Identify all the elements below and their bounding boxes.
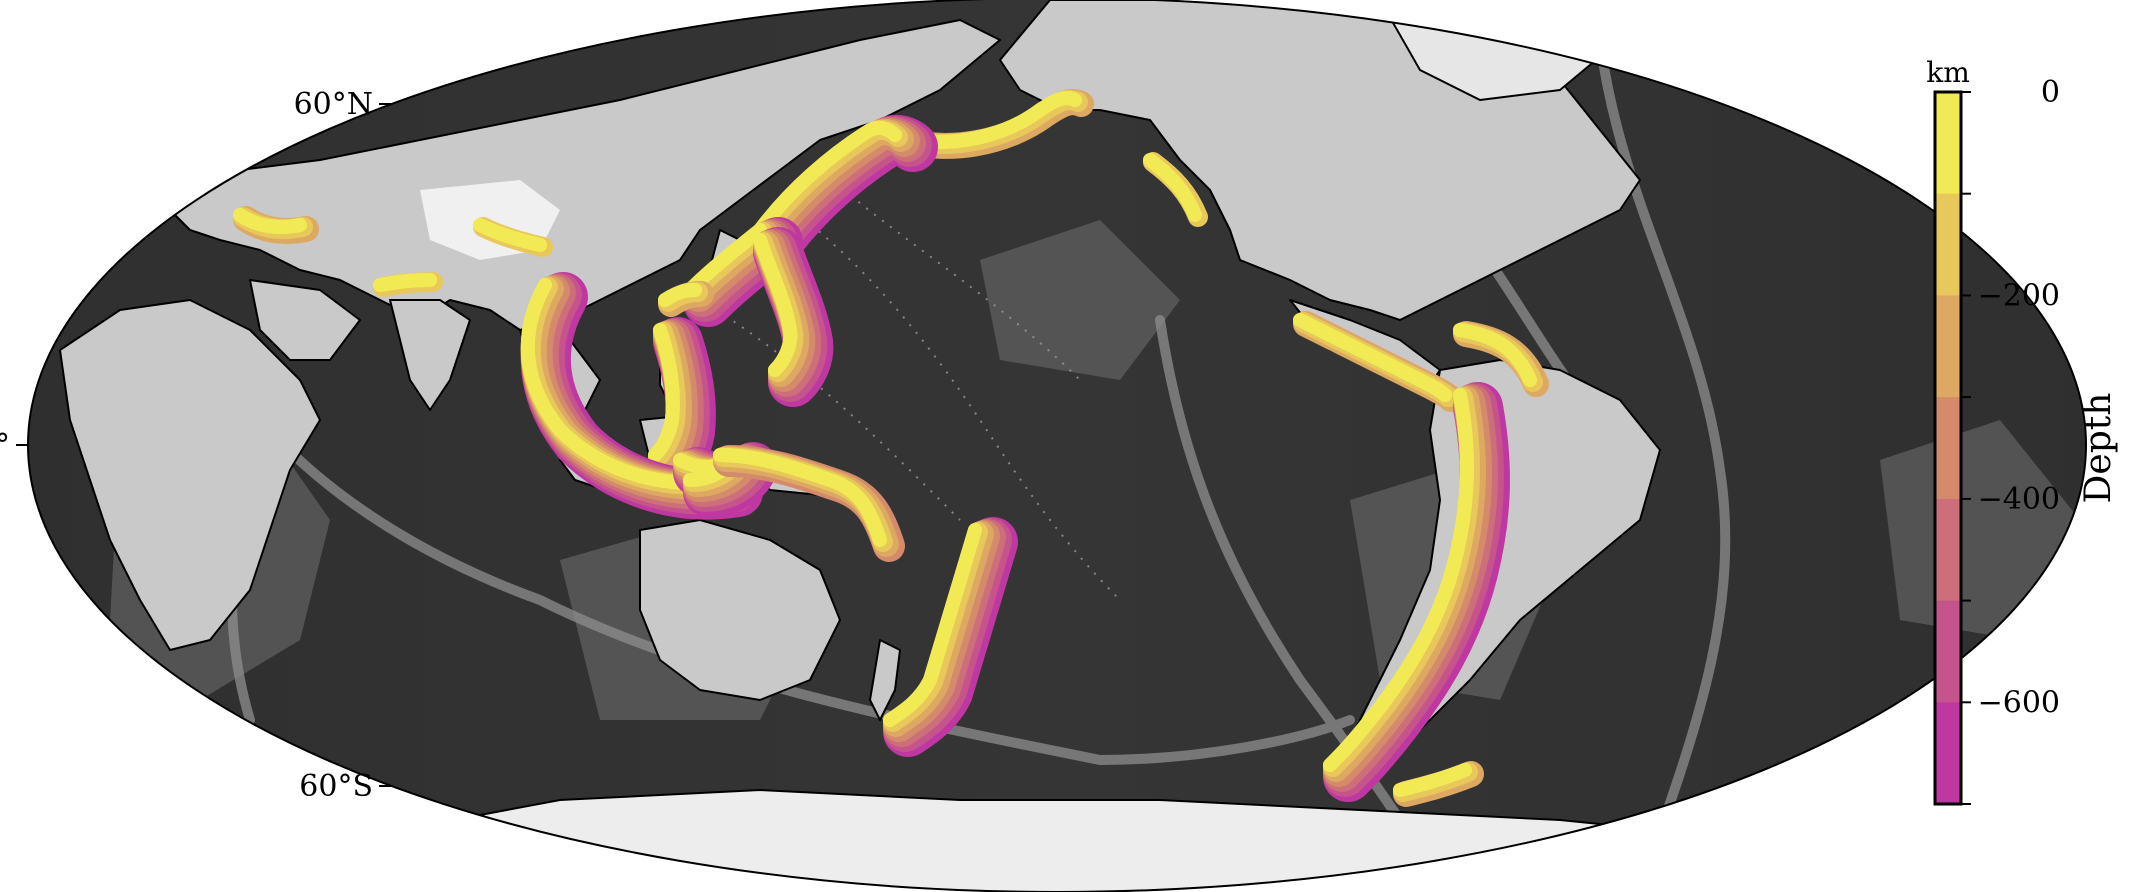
slab-scotia: [1393, 761, 1484, 807]
slab-surface: [753, 120, 902, 237]
slab-surface: [233, 208, 307, 234]
subduction-slabs: [233, 89, 1549, 807]
slab-central-america: [1293, 311, 1464, 412]
colorbar-band: [1935, 498, 1961, 602]
colorbar-band: [1935, 397, 1961, 500]
depth-colorbar: km 0 −200 −400 −600 Depth: [1926, 56, 2119, 806]
slab-makran: [373, 272, 443, 297]
slab-surface: [373, 273, 437, 292]
slab-surface: [883, 523, 982, 727]
india: [389, 299, 471, 411]
slab-surface: [1393, 763, 1472, 797]
colorbar-ticks: 0 −200 −400 −600: [1961, 75, 2060, 805]
slab-surface: [713, 448, 887, 547]
slab-surface: [1293, 313, 1452, 402]
latitude-label: 60°N: [294, 87, 373, 122]
slab-tonga-kermadec: [883, 517, 1018, 757]
slab-surface: [1143, 153, 1202, 222]
slab-himalaya: [473, 217, 553, 257]
colorbar-title: Depth: [2078, 393, 2119, 504]
slab-surface: [648, 323, 680, 462]
slab-solomon-vanuatu: [713, 445, 905, 562]
slab-surface: [473, 218, 547, 252]
seamount-chains: [699, 169, 1121, 601]
colorbar-band: [1935, 92, 1961, 195]
eurasia-west: [159, 19, 1001, 331]
arabia: [249, 279, 361, 361]
colorbar-band: [1935, 295, 1961, 398]
colorbar-tick-label: −600: [1978, 685, 2060, 720]
colorbar-band: [1935, 702, 1961, 805]
slab-surface: [753, 233, 798, 377]
slab-cascadia: [1143, 152, 1208, 227]
slab-kuril-kamchatka: [753, 114, 938, 267]
latitude-labels: 60°N 0° 60°S: [0, 87, 391, 804]
slab-hindu-kush: [233, 206, 319, 244]
slab-ryukyu: [658, 281, 714, 317]
new-zealand: [869, 639, 901, 721]
slab-south-america: [1323, 382, 1510, 802]
slab-surface: [520, 278, 727, 490]
latitude-label: 0°: [0, 428, 10, 463]
colorbar-band: [1935, 193, 1961, 296]
slab-surface: [658, 283, 702, 307]
colorbar-bands: [1935, 92, 1961, 805]
latitude-label: 60°S: [299, 769, 373, 804]
slab-surface: [1453, 323, 1537, 387]
slab-surface: [1323, 388, 1474, 772]
slab-caribbean: [1453, 321, 1549, 397]
colorbar-frame: [1933, 90, 1963, 806]
africa: [59, 299, 321, 651]
slab-izu-bonin-mariana: [753, 227, 834, 407]
australia: [639, 519, 841, 701]
colorbar-tick-label: −400: [1978, 482, 2060, 517]
colorbar-tick-label: 0: [2041, 75, 2060, 110]
colorbar-band: [1935, 600, 1961, 703]
colorbar-unit-label: km: [1926, 56, 1970, 89]
colorbar-tick-label: −200: [1978, 278, 2060, 313]
